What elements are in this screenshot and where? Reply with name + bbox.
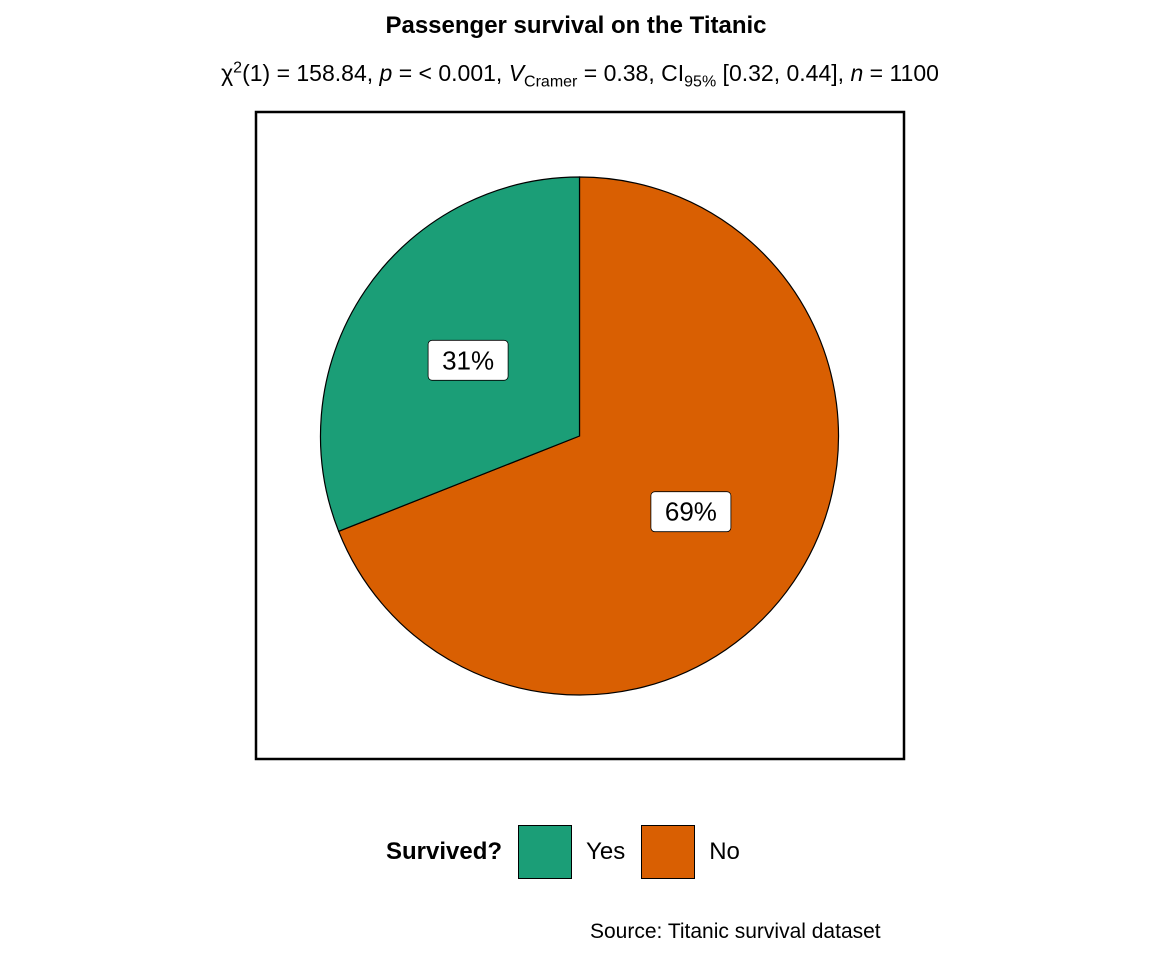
ci-value: [0.32, 0.44],	[716, 60, 851, 86]
chi-symbol: χ	[221, 60, 234, 86]
slice-label-box-no	[650, 491, 732, 533]
legend-key-yes	[518, 825, 573, 879]
legend: Survived? Yes No	[386, 824, 756, 880]
legend-label-no: No	[709, 838, 740, 865]
p-symbol: p	[379, 60, 393, 86]
v-value: = 0.38, CI	[577, 60, 685, 86]
p-value: = < 0.001,	[392, 60, 509, 86]
slice-label-box-yes	[427, 339, 509, 381]
chi-value: (1) = 158.84,	[242, 60, 380, 86]
n-symbol: n	[850, 60, 864, 86]
slice-label-no: 69%	[665, 497, 717, 527]
v-symbol: V	[508, 60, 525, 86]
chart-subtitle: χ2(1) = 158.84, p = < 0.001, VCramer = 0…	[0, 59, 1152, 90]
legend-title: Survived?	[386, 838, 503, 865]
chart-caption: Source: Titanic survival dataset	[590, 920, 881, 943]
chart-title: Passenger survival on the Titanic	[385, 12, 767, 39]
v-subscript: Cramer	[524, 73, 578, 91]
n-value: = 1100	[863, 60, 939, 86]
ci-subscript: 95%	[684, 73, 717, 91]
legend-label-yes: Yes	[586, 838, 626, 865]
legend-key-no	[641, 825, 696, 879]
chi-superscript: 2	[233, 59, 243, 77]
slice-label-yes: 31%	[442, 345, 494, 375]
pie-slice-no	[337, 176, 840, 696]
